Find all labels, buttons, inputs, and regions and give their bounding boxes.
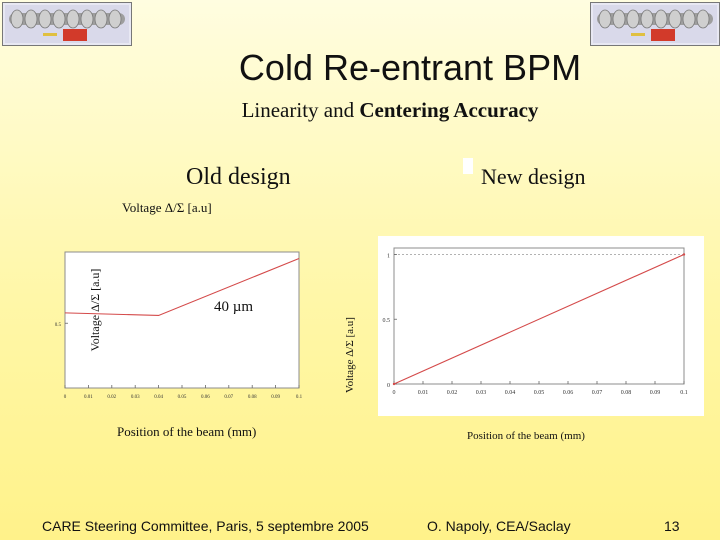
old-x-axis-label: Position of the beam (mm) <box>117 424 257 439</box>
subtitle-bold: Centering Accuracy <box>359 98 539 122</box>
x-tick-label: 0.04 <box>505 390 516 396</box>
data-line <box>393 253 685 385</box>
x-tick-label: 0.08 <box>248 395 257 400</box>
old-annotation-box <box>206 298 268 318</box>
x-tick-label: 0.01 <box>84 395 93 400</box>
data-point <box>392 382 396 386</box>
x-tick-label: 0.09 <box>650 390 661 396</box>
cavity-photo-right <box>590 2 720 46</box>
x-tick-label: 0.03 <box>476 390 487 396</box>
old-annotation: 40 µm <box>214 299 254 315</box>
footer-event: CARE Steering Committee, Paris, 5 septem… <box>42 518 369 534</box>
x-tick-label: 0.03 <box>131 395 140 400</box>
x-tick-label: 0.02 <box>447 390 458 396</box>
new-y-axis-label: Voltage Δ/Σ [a.u] <box>344 317 356 393</box>
x-tick-label: 0.08 <box>621 390 632 396</box>
x-tick-label: 0.02 <box>107 395 116 400</box>
x-tick-label: 0.05 <box>534 390 545 396</box>
slide-subtitle: Linearity and Centering Accuracy <box>0 98 720 123</box>
x-tick-label: 0.06 <box>563 390 574 396</box>
old-design-label: Old design <box>186 164 291 190</box>
page-number: 13 <box>664 518 680 534</box>
new-design-label: New design <box>481 164 586 189</box>
x-tick-label: 0 <box>64 395 67 400</box>
new-plot-panel: 0 0.01 0.02 0.03 0.04 0.05 0.06 0.07 0.08 0.09 0.1… <box>378 236 704 416</box>
old-legend-box <box>68 258 90 272</box>
x-tick-label: 0.09 <box>271 395 280 400</box>
footer-author: O. Napoly, CEA/Saclay <box>427 518 571 534</box>
x-tick-label: 0 <box>393 390 396 396</box>
new-design-marker <box>463 158 473 174</box>
x-tick-label: 0.07 <box>592 390 603 396</box>
new-chart: 0 0.01 0.02 0.03 0.04 0.05 0.06 0.07 0.08 0.09 0.1… <box>383 247 688 396</box>
new-x-axis-label: Position of the beam (mm) <box>467 430 585 442</box>
y-tick-label: 0 <box>387 383 390 389</box>
cavity-photo-left <box>2 2 132 46</box>
data-point <box>682 253 686 256</box>
x-tick-label: 0.1 <box>680 390 688 396</box>
x-tick-label: 0.1 <box>296 395 303 400</box>
slide-title: Cold Re-entrant BPM <box>238 47 582 88</box>
data-line <box>64 257 300 317</box>
y-tick-label: 1 <box>387 253 390 259</box>
old-chart: 0 0.01 0.02 0.03 0.04 0.05 0.06 0.07 0.08 0.09 0.1… <box>55 251 303 400</box>
x-tick-label: 0.05 <box>178 395 187 400</box>
x-tick-label: 0.01 <box>418 390 429 396</box>
old-y-axis-label: Voltage Δ/Σ [a.u] <box>88 268 102 352</box>
x-tick-label: 0.04 <box>154 395 163 400</box>
subtitle-plain: Linearity and <box>241 98 360 122</box>
old-plot-panel: 0 0.01 0.02 0.03 0.04 0.05 0.06 0.07 0.08 0.09 0.1… <box>55 248 310 408</box>
old-top-axis-label: Voltage Δ/Σ [a.u] <box>122 200 212 215</box>
x-tick-label: 0.07 <box>224 395 233 400</box>
y-tick-label: 0.5 <box>383 318 391 324</box>
y-tick-label: 0.5 <box>55 323 62 328</box>
plot-frame <box>393 247 685 385</box>
x-tick-label: 0.06 <box>201 395 210 400</box>
